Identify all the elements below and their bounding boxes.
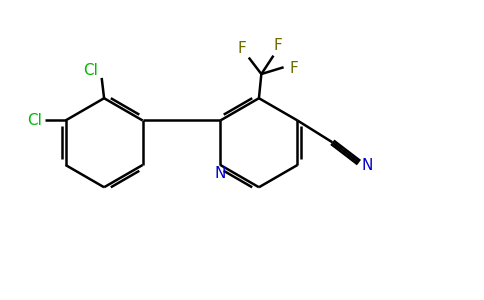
Text: N: N	[215, 166, 226, 181]
Text: N: N	[362, 158, 373, 173]
Text: Cl: Cl	[84, 63, 98, 78]
Text: F: F	[290, 61, 299, 76]
Text: F: F	[238, 41, 246, 56]
Text: Cl: Cl	[27, 113, 42, 128]
Text: F: F	[274, 38, 283, 53]
